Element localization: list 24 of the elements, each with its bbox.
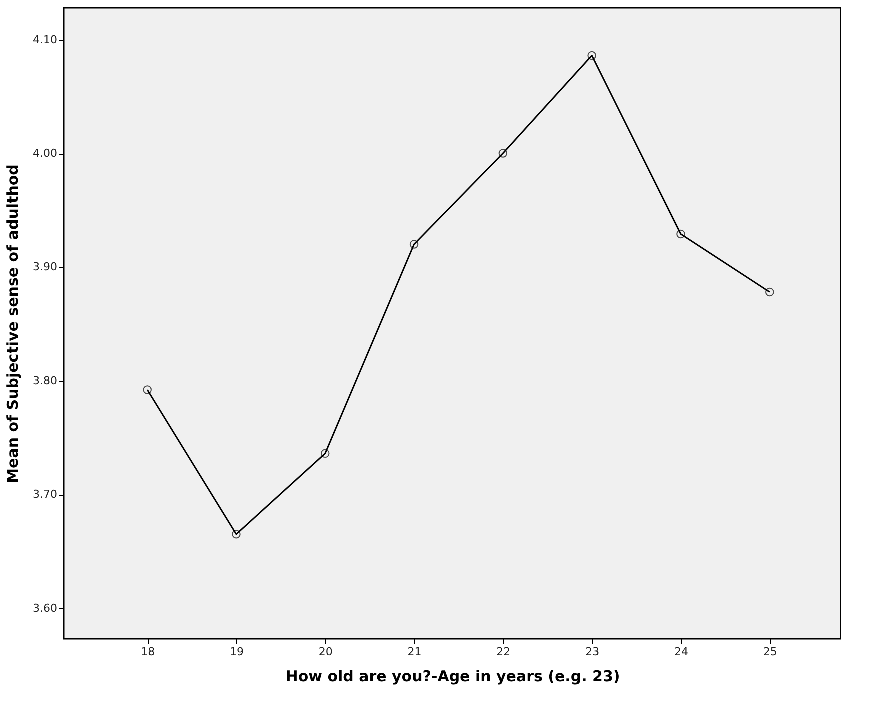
y-tick-label: 3.70 [33,488,58,502]
point [498,149,508,158]
point [143,386,152,394]
point [321,449,330,458]
y-tick-label: 4.10 [33,33,58,46]
x-tick-label: 18 [141,646,156,658]
point [676,230,686,239]
x-tick-label: 24 [674,646,688,658]
x-tick-label: 22 [496,646,511,658]
x-tick-label: 23 [586,646,600,658]
point [410,240,419,249]
x-tick-label: 20 [318,646,333,658]
x-tick-label: 21 [408,646,422,658]
x-tick-label: 19 [230,646,244,658]
point [766,288,774,297]
x-tick-label: 25 [763,646,778,658]
y-tick-label: 3.90 [33,260,58,274]
y-axis-title: Mean of Subjective sense of adulthod [4,164,22,484]
point [232,530,241,539]
x-axis-title: How old are you?-Age in years (e.g. 23) [286,668,620,686]
point [588,51,596,60]
y-tick-label: 3.80 [33,374,58,388]
y-tick-label: 3.60 [33,602,58,615]
y-tick-label: 4.00 [33,147,58,160]
